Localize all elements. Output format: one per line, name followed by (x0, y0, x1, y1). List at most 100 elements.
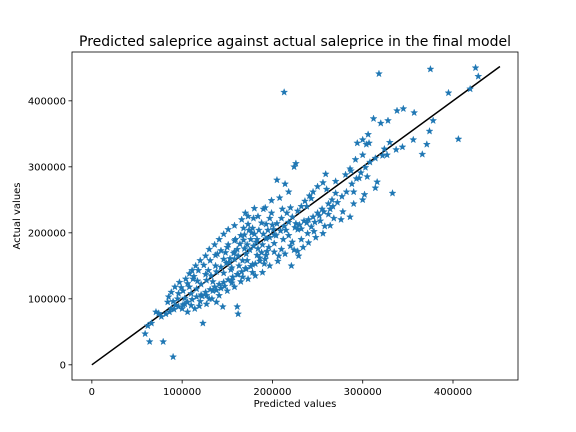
data-point-star (234, 309, 243, 318)
data-point-star (398, 142, 407, 151)
data-point-star (355, 173, 364, 182)
data-point-star (244, 274, 253, 283)
data-point-star (349, 187, 358, 196)
data-point-star (313, 182, 322, 191)
data-point-star (248, 260, 257, 268)
data-point-star (260, 259, 269, 268)
data-point-star (187, 289, 196, 297)
data-point-star (388, 189, 397, 197)
data-point-star (239, 224, 248, 232)
data-point-star (309, 227, 318, 235)
data-point-star (174, 289, 183, 297)
data-point-star (167, 288, 176, 296)
data-point-star (145, 337, 154, 346)
data-point-star (169, 352, 178, 361)
data-point-star (185, 282, 194, 291)
data-point-star (287, 261, 296, 270)
x-tick-label: 100000 (163, 387, 201, 398)
data-point-star (237, 215, 246, 224)
data-point-star (257, 248, 266, 257)
x-tick-label: 300000 (344, 387, 382, 398)
data-point-star (349, 199, 358, 208)
data-point-star (322, 185, 331, 193)
data-point-star (245, 245, 254, 254)
data-point-star (195, 301, 204, 310)
data-point-star (249, 214, 258, 222)
data-point-star (356, 168, 365, 177)
data-point-star (288, 212, 297, 221)
data-point-star (444, 88, 453, 97)
x-axis-label: Predicted values (254, 399, 337, 410)
data-point-star (202, 299, 211, 308)
data-point-star (170, 282, 179, 291)
data-point-star (215, 235, 224, 243)
data-point-star (230, 282, 239, 291)
data-point-star (280, 88, 289, 96)
data-point-star (300, 196, 309, 205)
data-point-star (254, 226, 263, 234)
data-point-star (270, 230, 279, 239)
data-point-star (286, 241, 295, 250)
data-point-star (303, 229, 312, 237)
data-point-star (454, 134, 463, 143)
data-point-star (219, 268, 228, 277)
data-point-star (210, 282, 219, 291)
data-point-star (309, 187, 318, 196)
data-point-star (293, 206, 302, 215)
data-point-star (233, 302, 242, 311)
data-point-star (358, 195, 367, 204)
x-tick-label: 0 (89, 387, 95, 398)
data-point-star (215, 280, 224, 288)
data-point-star (241, 264, 250, 272)
data-point-star (333, 198, 342, 206)
x-tick-label: 400000 (434, 387, 472, 398)
data-point-star (346, 164, 355, 173)
data-point-star (299, 243, 308, 251)
data-point-star (181, 274, 190, 283)
data-point-star (143, 321, 152, 330)
data-point-star (319, 178, 327, 187)
data-point-star (235, 239, 244, 248)
data-point-star (267, 208, 276, 217)
data-point-star (265, 233, 274, 241)
data-point-star (288, 237, 297, 246)
y-tick-label: 400000 (28, 96, 66, 107)
data-point-star (212, 267, 221, 276)
data-point-star (281, 226, 290, 234)
data-point-star (346, 212, 355, 221)
data-point-star (342, 187, 351, 196)
data-point-star (204, 266, 213, 274)
data-point-star (302, 218, 311, 227)
data-point-star (249, 241, 258, 250)
data-point-star (175, 278, 184, 286)
data-point-star (227, 278, 236, 287)
data-point-star (291, 159, 300, 167)
data-point-star (211, 261, 220, 270)
data-point-star (474, 72, 483, 80)
data-point-star (329, 214, 338, 222)
data-point-star (185, 269, 194, 278)
data-point-star (326, 204, 335, 213)
data-point-star (199, 260, 208, 269)
data-point-star (316, 216, 325, 225)
data-point-star (282, 208, 291, 217)
data-point-star (376, 119, 385, 127)
data-point-star (258, 240, 267, 249)
data-point-star (471, 63, 480, 72)
data-point-star (183, 279, 192, 288)
data-point-star (320, 222, 329, 230)
data-point-star (429, 116, 438, 125)
data-point-star (310, 218, 319, 226)
data-point-star (393, 106, 401, 115)
data-point-star (226, 254, 234, 262)
data-point-star (284, 218, 293, 226)
data-point-star (151, 307, 160, 316)
data-point-star (297, 202, 306, 210)
data-point-star (277, 214, 286, 222)
data-point-star (226, 265, 235, 274)
data-point-star (180, 299, 189, 308)
data-point-star (244, 212, 253, 220)
data-point-star (293, 225, 302, 233)
y-axis: 0 100000 200000 300000 400000 (28, 96, 72, 371)
data-point-star (248, 224, 257, 232)
